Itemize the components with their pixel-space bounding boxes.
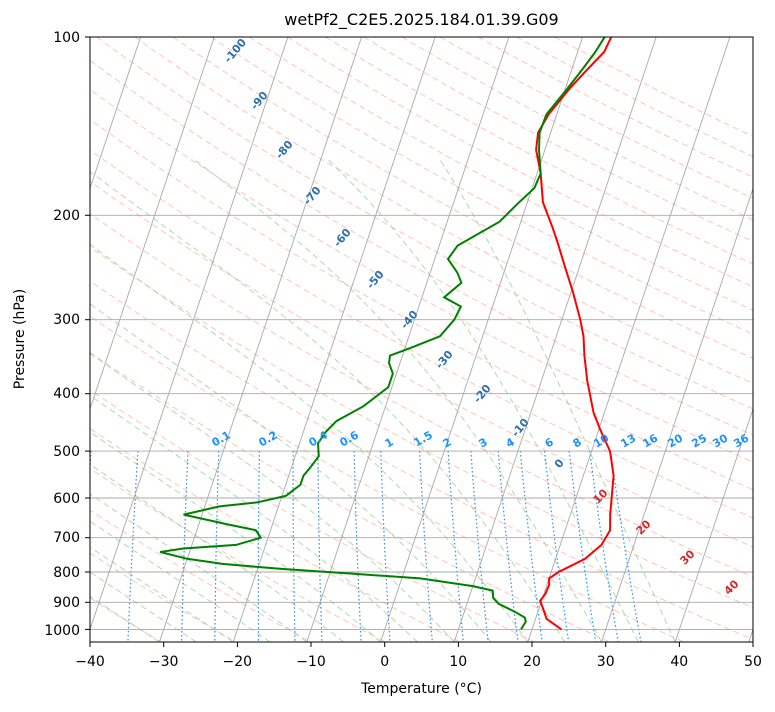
x-tick-label: 20	[523, 654, 541, 670]
x-tick-label: 0	[380, 654, 389, 670]
y-axis-label: Pressure (hPa)	[12, 289, 28, 389]
chart-title: wetPf2_C2E5.2025.184.01.39.G09	[284, 10, 558, 30]
y-tick-label: 600	[53, 491, 80, 507]
x-axis-label: Temperature (°C)	[360, 681, 482, 697]
y-tick-label: 200	[53, 208, 80, 224]
y-tick-label: 1000	[44, 623, 80, 639]
y-tick-label: 900	[53, 595, 80, 611]
y-tick-label: 300	[53, 312, 80, 328]
x-tick-label: −20	[223, 654, 253, 670]
x-tick-label: 40	[670, 654, 688, 670]
y-tick-label: 800	[53, 565, 80, 581]
x-tick-label: −30	[149, 654, 179, 670]
x-tick-label: −10	[296, 654, 326, 670]
x-tick-label: −40	[75, 654, 105, 670]
x-tick-label: 10	[449, 654, 467, 670]
y-tick-label: 100	[53, 30, 80, 46]
y-tick-label: 400	[53, 386, 80, 402]
y-tick-label: 500	[53, 444, 80, 460]
y-tick-label: 700	[53, 530, 80, 546]
x-tick-label: 50	[744, 654, 762, 670]
x-tick-label: 30	[597, 654, 615, 670]
